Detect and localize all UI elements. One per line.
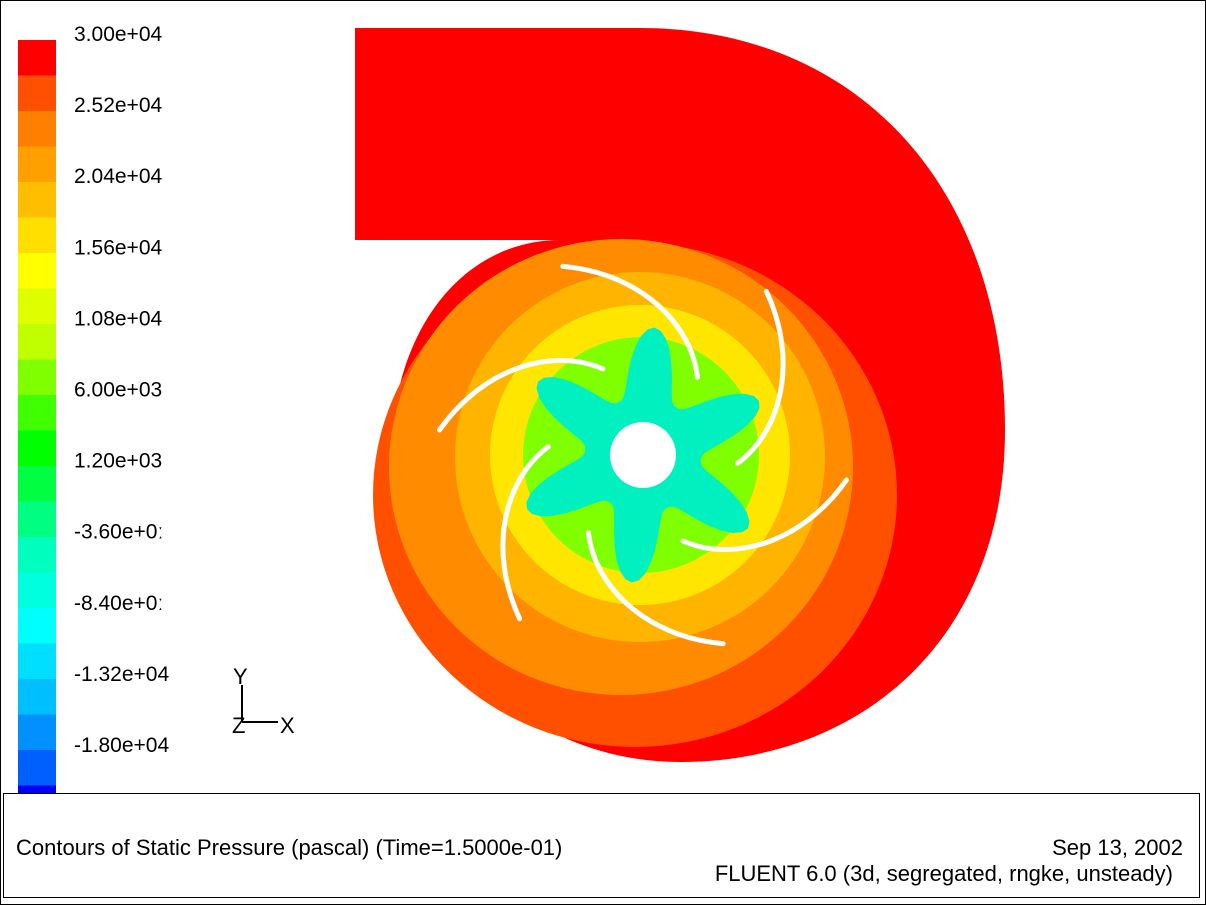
legend-swatch — [18, 324, 56, 361]
legend-swatch — [18, 466, 56, 503]
legend-swatch — [18, 75, 56, 112]
impeller-blade — [735, 288, 786, 466]
legend-label: -3.60e+0ː — [74, 521, 163, 544]
impeller-blade — [437, 358, 606, 433]
legend-label: 2.04e+04 — [74, 165, 162, 188]
legend-swatch — [18, 608, 56, 645]
legend-label: 3.00e+04 — [74, 23, 162, 46]
legend-swatch — [18, 253, 56, 290]
impeller-blades — [437, 263, 849, 647]
impeller-blade — [586, 530, 726, 647]
legend-swatch — [18, 111, 56, 148]
pressure-contour-rings — [373, 239, 897, 747]
legend-label: 1.56e+04 — [74, 236, 162, 259]
legend-swatch — [18, 217, 56, 254]
impeller-blade — [500, 444, 551, 622]
legend-swatch — [18, 288, 56, 325]
legend-swatch — [18, 359, 56, 396]
impeller-blade — [560, 263, 700, 380]
legend-label: 2.52e+04 — [74, 94, 162, 117]
legend-swatch — [18, 395, 56, 432]
legend-label: 1.20e+03 — [74, 450, 162, 473]
solver-info: FLUENT 6.0 (3d, segregated, rngke, unste… — [714, 861, 1173, 886]
plot-date: Sep 13, 2002 — [1052, 835, 1183, 860]
shaft-hole — [610, 422, 676, 488]
legend-swatch — [18, 501, 56, 538]
legend-swatch — [18, 750, 56, 787]
legend-label: -1.80e+04 — [74, 734, 169, 757]
legend-swatch — [18, 537, 56, 574]
legend-swatch — [18, 643, 56, 680]
legend-swatch — [18, 182, 56, 219]
color-legend: 3.00e+04 2.52e+04 2.04e+04 1.56e+04 1.08e+04… — [18, 23, 169, 822]
legend-swatch — [18, 572, 56, 609]
legend-swatch — [18, 714, 56, 751]
title-box: Contours of Static Pressure (pascal) (Ti… — [3, 793, 1200, 898]
plot-title: Contours of Static Pressure (pascal) (Ti… — [16, 835, 563, 860]
legend-label: 6.00e+03 — [74, 379, 162, 402]
z-axis-label: Z — [232, 713, 245, 738]
legend-label: 1.08e+04 — [74, 307, 162, 330]
legend-label: -1.32e+04 — [74, 663, 169, 686]
legend-swatch — [18, 146, 56, 183]
axis-triad: Y Z X — [232, 664, 295, 738]
legend-label: -8.40e+0ː — [74, 592, 163, 615]
legend-swatch — [18, 679, 56, 716]
x-axis-label: X — [280, 713, 295, 738]
legend-swatch — [18, 40, 56, 77]
impeller-blade — [680, 477, 849, 552]
legend-swatch — [18, 430, 56, 467]
y-axis-label: Y — [233, 664, 248, 689]
